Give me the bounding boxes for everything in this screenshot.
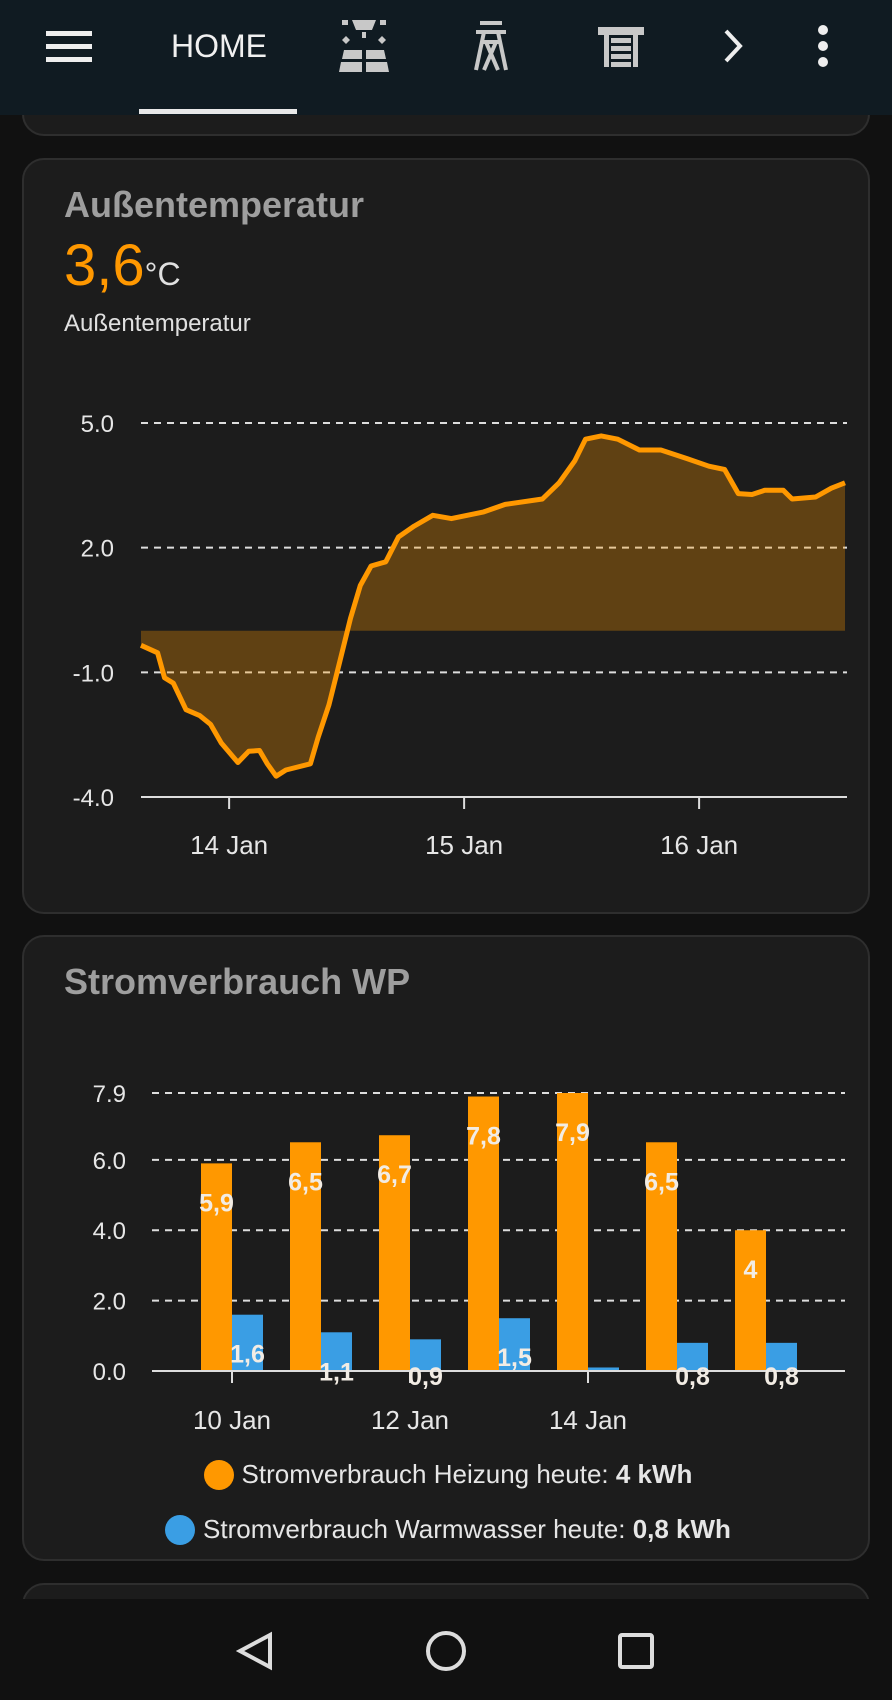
bar-hot-water <box>677 1342 708 1371</box>
back-icon[interactable] <box>236 1631 276 1671</box>
bar-data-label: 0,8 <box>675 1363 710 1391</box>
x-tick-label: 14 Jan <box>190 830 268 860</box>
more-options-button[interactable] <box>808 22 838 70</box>
x-tick-label: 15 Jan <box>425 830 503 860</box>
y-tick-label: -1.0 <box>73 660 114 687</box>
power-bar-chart[interactable]: 7.9 6.0 4.0 2.0 0.0 10 Jan 12 Jan 14 Jan 5,9 1,6 6… <box>22 935 870 1561</box>
bar-heating <box>735 1230 766 1371</box>
tabs-scroll-right-button[interactable] <box>718 22 748 70</box>
bar-hot-water <box>410 1339 441 1371</box>
y-tick-label: 7.9 <box>93 1081 126 1108</box>
bar-heating <box>290 1142 321 1371</box>
legend-dot-hot-water <box>165 1514 196 1545</box>
y-tick-label: 2.0 <box>93 1289 126 1316</box>
card-title: Außentemperatur <box>64 184 365 225</box>
current-temperature: 3,6°C <box>64 232 181 299</box>
bar-hot-water <box>232 1314 263 1371</box>
x-tick-label: 10 Jan <box>193 1405 271 1435</box>
menu-icon <box>46 31 92 62</box>
bar-data-label: 0,9 <box>408 1363 443 1391</box>
chevron-right-icon <box>724 29 743 63</box>
bar-data-label: 1,6 <box>230 1341 265 1369</box>
y-tick-label: 0.0 <box>93 1359 126 1386</box>
temperature-area <box>141 435 845 777</box>
bar-data-label: 5,9 <box>199 1189 234 1217</box>
legend-item-heating[interactable]: Stromverbrauch Heizung heute: 4 kWh <box>24 1459 872 1490</box>
home-circle-icon[interactable] <box>425 1630 467 1672</box>
legend-label: Stromverbrauch Warmwasser heute: <box>203 1514 626 1544</box>
legend-value: 4 kWh <box>615 1459 693 1489</box>
legend-item-hot-water[interactable]: Stromverbrauch Warmwasser heute: 0,8 kWh <box>24 1514 872 1545</box>
bar-hot-water <box>321 1332 352 1371</box>
legend-label: Stromverbrauch Heizung heute: <box>241 1459 609 1489</box>
tab-home[interactable]: HOME <box>171 27 267 64</box>
bar-data-label: 4 <box>744 1256 758 1284</box>
bar-data-label: 7,9 <box>555 1119 590 1147</box>
tab-heat-pump[interactable] <box>596 22 646 70</box>
bar-data-label: 0,8 <box>764 1363 799 1391</box>
top-app-bar: HOME <box>0 0 892 115</box>
bar-heating <box>468 1096 499 1371</box>
y-tick-label: 6.0 <box>93 1148 126 1175</box>
power-consumption-card[interactable]: Stromverbrauch WP 7.9 6.0 4.0 2.0 0.0 10 Jan 1… <box>22 935 870 1561</box>
temperature-chart[interactable]: 5.0 2.0 -1.0 -4.0 14 Jan 15 Jan 16 Jan <box>22 158 870 914</box>
temperature-line <box>139 433 846 779</box>
bar-data-label: 6,7 <box>377 1161 412 1189</box>
bar-hot-water <box>766 1342 797 1371</box>
temperature-card[interactable]: Außentemperatur 3,6°C Außentemperatur 5.… <box>22 158 870 914</box>
x-tick-label: 14 Jan <box>549 1405 627 1435</box>
recents-icon[interactable] <box>617 1632 655 1670</box>
more-vert-icon <box>818 25 828 67</box>
bar-heating <box>379 1135 410 1371</box>
menu-button[interactable] <box>44 22 94 70</box>
legend-value: 0,8 kWh <box>632 1514 731 1544</box>
bar-data-label: 6,5 <box>288 1168 323 1196</box>
y-tick-label: 2.0 <box>81 536 114 563</box>
y-tick-label: 4.0 <box>93 1218 126 1245</box>
y-tick-label: -4.0 <box>73 785 114 812</box>
legend-dot-heating <box>203 1459 234 1490</box>
temperature-value: 3,6 <box>64 233 145 298</box>
bar-heating <box>646 1142 677 1371</box>
card-title: Stromverbrauch WP <box>64 961 411 1002</box>
bar-hot-water <box>499 1318 530 1371</box>
sensor-name: Außentemperatur <box>64 310 251 337</box>
bar-heating <box>557 1093 588 1371</box>
active-tab-indicator <box>139 109 297 114</box>
heat-pump-icon <box>598 27 644 67</box>
temperature-unit: °C <box>144 256 181 292</box>
bar-data-label: 7,8 <box>466 1123 501 1151</box>
bar-hot-water <box>588 1367 619 1371</box>
system-navigation-bar <box>0 1599 892 1700</box>
x-tick-label: 12 Jan <box>371 1405 449 1435</box>
x-tick-label: 16 Jan <box>660 830 738 860</box>
tab-power-grid[interactable] <box>466 21 516 71</box>
bar-data-label: 1,5 <box>497 1344 532 1372</box>
bar-heating <box>201 1163 232 1371</box>
bar-data-label: 1,1 <box>319 1358 354 1386</box>
y-tick-label: 5.0 <box>81 411 114 438</box>
bar-data-label: 6,5 <box>644 1168 679 1196</box>
solar-panel-icon <box>339 20 389 72</box>
transmission-tower-icon <box>474 21 508 71</box>
tab-solar[interactable] <box>336 20 392 72</box>
